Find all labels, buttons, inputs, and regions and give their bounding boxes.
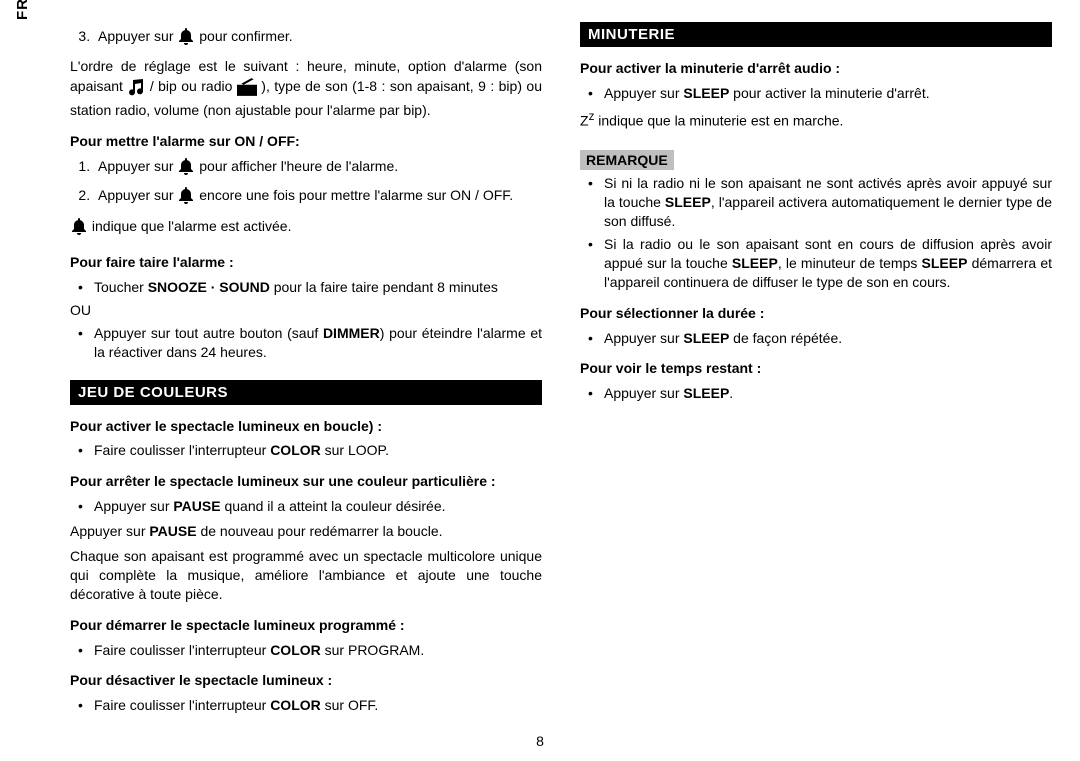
program-list: Faire coulisser l'interrupteur COLOR sur… — [70, 641, 542, 660]
key: SLEEP — [683, 385, 729, 401]
remaining-title: Pour voir le temps restant : — [580, 359, 1052, 378]
text: pour la faire taire pendant 8 minutes — [270, 279, 498, 295]
or-label: OU — [70, 301, 542, 320]
text: Appuyer sur — [98, 158, 177, 174]
content-columns: Appuyer sur pour confirmer. L'ordre de r… — [70, 22, 1052, 722]
program-title: Pour démarrer le spectacle lumineux prog… — [70, 616, 542, 635]
remaining-item: Appuyer sur SLEEP. — [604, 384, 1052, 403]
text: / bip ou radio — [150, 78, 237, 94]
text: Faire coulisser l'interrupteur — [94, 442, 270, 458]
text: sur LOOP. — [321, 442, 389, 458]
key: SLEEP — [732, 255, 778, 271]
text: pour confirmer. — [199, 28, 292, 44]
text: Z — [580, 112, 589, 128]
silence-item-2: Appuyer sur tout autre bouton (sauf DIMM… — [94, 324, 542, 362]
stop-title: Pour arrêter le spectacle lumineux sur u… — [70, 472, 542, 491]
key: COLOR — [270, 697, 321, 713]
bell-icon — [177, 185, 195, 210]
program-item: Faire coulisser l'interrupteur COLOR sur… — [94, 641, 542, 660]
bell-icon — [177, 26, 195, 51]
text: Toucher — [94, 279, 148, 295]
loop-list: Faire coulisser l'interrupteur COLOR sur… — [70, 441, 542, 460]
radio-icon — [237, 78, 257, 101]
text: Appuyer sur — [604, 330, 683, 346]
key: COLOR — [270, 442, 321, 458]
bell-icon — [177, 156, 195, 181]
music-note-icon — [127, 76, 145, 101]
key: SLEEP — [922, 255, 968, 271]
key: DIMMER — [323, 325, 380, 341]
silence-item-1: Toucher SNOOZE · SOUND pour la faire tai… — [94, 278, 542, 297]
section-colors: JEU DE COULEURS — [70, 380, 542, 405]
text: Appuyer sur tout autre bouton (sauf — [94, 325, 323, 341]
text: encore une fois pour mettre l'alarme sur… — [199, 187, 513, 203]
intro-steps: Appuyer sur pour confirmer. — [70, 26, 542, 51]
off-title: Pour désactiver le spectacle lumineux : — [70, 671, 542, 690]
onoff-step-1: Appuyer sur pour afficher l'heure de l'a… — [94, 156, 542, 181]
off-list: Faire coulisser l'interrupteur COLOR sur… — [70, 696, 542, 715]
language-tab: FR — [14, 0, 31, 20]
text: indique que l'alarme est activée. — [92, 218, 292, 234]
loop-title: Pour activer le spectacle lumineux en bo… — [70, 417, 542, 436]
program-intro: Chaque son apaisant est programmé avec u… — [70, 547, 542, 604]
text: . — [729, 385, 733, 401]
remark-label: REMARQUE — [580, 150, 674, 170]
remark-item-2: Si la radio ou le son apaisant sont en c… — [604, 235, 1052, 292]
onoff-step-2: Appuyer sur encore une fois pour mettre … — [94, 185, 542, 210]
text: sur OFF. — [321, 697, 379, 713]
text: Appuyer sur — [98, 28, 177, 44]
zz-note: Zz indique que la minuterie est en march… — [580, 109, 1052, 131]
section-timer: MINUTERIE — [580, 22, 1052, 47]
text: Appuyer sur — [98, 187, 177, 203]
silence-list-2: Appuyer sur tout autre bouton (sauf DIMM… — [70, 324, 542, 362]
timer-activate-title: Pour activer la minuterie d'arrêt audio … — [580, 59, 1052, 78]
remark-list: Si ni la radio ni le son apaisant ne son… — [580, 174, 1052, 291]
text: de façon répétée. — [729, 330, 842, 346]
text: quand il a atteint la couleur désirée. — [221, 498, 446, 514]
select-duration-list: Appuyer sur SLEEP de façon répétée. — [580, 329, 1052, 348]
loop-item: Faire coulisser l'interrupteur COLOR sur… — [94, 441, 542, 460]
step-3: Appuyer sur pour confirmer. — [94, 26, 542, 51]
text: de nouveau pour redémarrer la boucle. — [197, 523, 443, 539]
remaining-list: Appuyer sur SLEEP. — [580, 384, 1052, 403]
text: sur PROGRAM. — [321, 642, 424, 658]
timer-activate-item: Appuyer sur SLEEP pour activer la minute… — [604, 84, 1052, 103]
text: indique que la minuterie est en marche. — [594, 112, 843, 128]
select-duration-item: Appuyer sur SLEEP de façon répétée. — [604, 329, 1052, 348]
stop-item: Appuyer sur PAUSE quand il a atteint la … — [94, 497, 542, 516]
restart-paragraph: Appuyer sur PAUSE de nouveau pour redéma… — [70, 522, 542, 541]
remark-item-1: Si ni la radio ni le son apaisant ne son… — [604, 174, 1052, 231]
onoff-steps: Appuyer sur pour afficher l'heure de l'a… — [70, 156, 542, 210]
text: Appuyer sur — [70, 523, 149, 539]
page-number: 8 — [0, 733, 1080, 749]
text: Faire coulisser l'interrupteur — [94, 697, 270, 713]
key: PAUSE — [149, 523, 196, 539]
text: , le minuteur de temps — [778, 255, 922, 271]
key: SLEEP — [683, 330, 729, 346]
silence-title: Pour faire taire l'alarme : — [70, 253, 542, 272]
order-paragraph: L'ordre de réglage est le suivant : heur… — [70, 57, 542, 120]
key: PAUSE — [173, 498, 220, 514]
text: pour afficher l'heure de l'alarme. — [199, 158, 398, 174]
silence-list-1: Toucher SNOOZE · SOUND pour la faire tai… — [70, 278, 542, 297]
select-duration-title: Pour sélectionner la durée : — [580, 304, 1052, 323]
onoff-note: indique que l'alarme est activée. — [70, 216, 542, 241]
onoff-title: Pour mettre l'alarme sur ON / OFF: — [70, 132, 542, 151]
timer-activate-list: Appuyer sur SLEEP pour activer la minute… — [580, 84, 1052, 103]
text: Faire coulisser l'interrupteur — [94, 642, 270, 658]
bell-icon — [70, 216, 88, 241]
text: pour activer la minuterie d'arrêt. — [729, 85, 929, 101]
key: SLEEP — [665, 194, 711, 210]
stop-list: Appuyer sur PAUSE quand il a atteint la … — [70, 497, 542, 516]
manual-page: FR Appuyer sur pour confirmer. L'ordre d… — [0, 0, 1080, 761]
text: Appuyer sur — [604, 385, 683, 401]
text: Appuyer sur — [94, 498, 173, 514]
text: Appuyer sur — [604, 85, 683, 101]
key: SNOOZE · SOUND — [148, 279, 270, 295]
key: SLEEP — [683, 85, 729, 101]
key: COLOR — [270, 642, 321, 658]
off-item: Faire coulisser l'interrupteur COLOR sur… — [94, 696, 542, 715]
